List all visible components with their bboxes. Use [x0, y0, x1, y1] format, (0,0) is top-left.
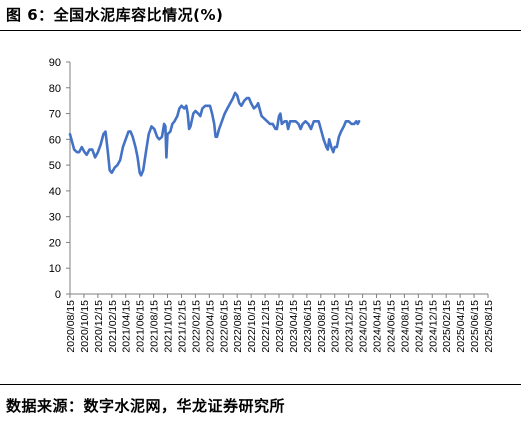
title-divider	[0, 30, 521, 31]
x-tick-label: 2022/06/15	[218, 300, 230, 353]
line-chart: 0 10 20 30 40 50 60 70 80 90 2020/08/15 2020/10/15…	[49, 57, 495, 353]
x-tick-label: 2021/08/15	[149, 300, 161, 353]
x-tick-label: 2020/12/15	[93, 300, 105, 353]
x-tick-label: 2022/10/15	[246, 300, 258, 353]
y-tick-label: 70	[49, 109, 61, 121]
x-tick-label: 2022/08/15	[232, 300, 244, 353]
x-tick-label: 2024/12/15	[427, 300, 439, 353]
x-tick-label: 2021/06/15	[135, 300, 147, 353]
x-tick-label: 2025/08/15	[483, 300, 495, 353]
chart-title: 图 6：全国水泥库容比情况(%)	[6, 6, 224, 24]
x-tick-label: 2021/04/15	[121, 300, 133, 353]
y-tick-label: 60	[49, 134, 61, 146]
y-tick-label: 50	[49, 160, 61, 172]
x-axis: 2020/08/15 2020/10/15 2020/12/15 2021/02/15…	[65, 293, 495, 353]
x-tick-label: 2024/08/15	[399, 300, 411, 353]
x-tick-label: 2021/02/15	[107, 300, 119, 353]
series-line	[68, 91, 361, 177]
y-tick-label: 90	[49, 57, 61, 69]
y-tick-label: 10	[49, 263, 61, 275]
x-tick-label: 2025/04/15	[455, 300, 467, 353]
x-tick-label: 2024/10/15	[413, 300, 425, 353]
x-tick-label: 2020/08/15	[65, 300, 77, 353]
x-tick-label: 2023/08/15	[316, 300, 328, 353]
y-tick-label: 20	[49, 237, 61, 249]
x-tick-label: 2024/04/15	[372, 300, 384, 353]
y-tick-label: 80	[49, 83, 61, 95]
x-tick-label: 2024/02/15	[358, 300, 370, 353]
footer-divider	[0, 384, 521, 385]
series-group	[68, 91, 361, 177]
x-tick-label: 2025/06/15	[469, 300, 481, 353]
x-tick-label: 2023/02/15	[274, 300, 286, 353]
data-source: 数据来源：数字水泥网，华龙证券研究所	[6, 397, 286, 415]
y-axis: 0 10 20 30 40 50 60 70 80 90	[49, 57, 71, 301]
y-tick-label: 30	[49, 212, 61, 224]
y-tick-label: 0	[55, 289, 61, 301]
x-tick-label: 2023/06/15	[302, 300, 314, 353]
x-tick-label: 2024/06/15	[385, 300, 397, 353]
x-tick-label: 2022/04/15	[204, 300, 216, 353]
x-tick-label: 2021/10/15	[163, 300, 175, 353]
x-tick-label: 2022/12/15	[260, 300, 272, 353]
x-tick-label: 2025/02/15	[441, 300, 453, 353]
x-tick-label: 2020/10/15	[79, 300, 91, 353]
y-tick-label: 40	[49, 186, 61, 198]
x-tick-label: 2022/02/15	[190, 300, 202, 353]
x-tick-label: 2023/04/15	[288, 300, 300, 353]
x-tick-label: 2021/12/15	[176, 300, 188, 353]
x-tick-label: 2023/10/15	[330, 300, 342, 353]
x-tick-label: 2023/12/15	[344, 300, 356, 353]
